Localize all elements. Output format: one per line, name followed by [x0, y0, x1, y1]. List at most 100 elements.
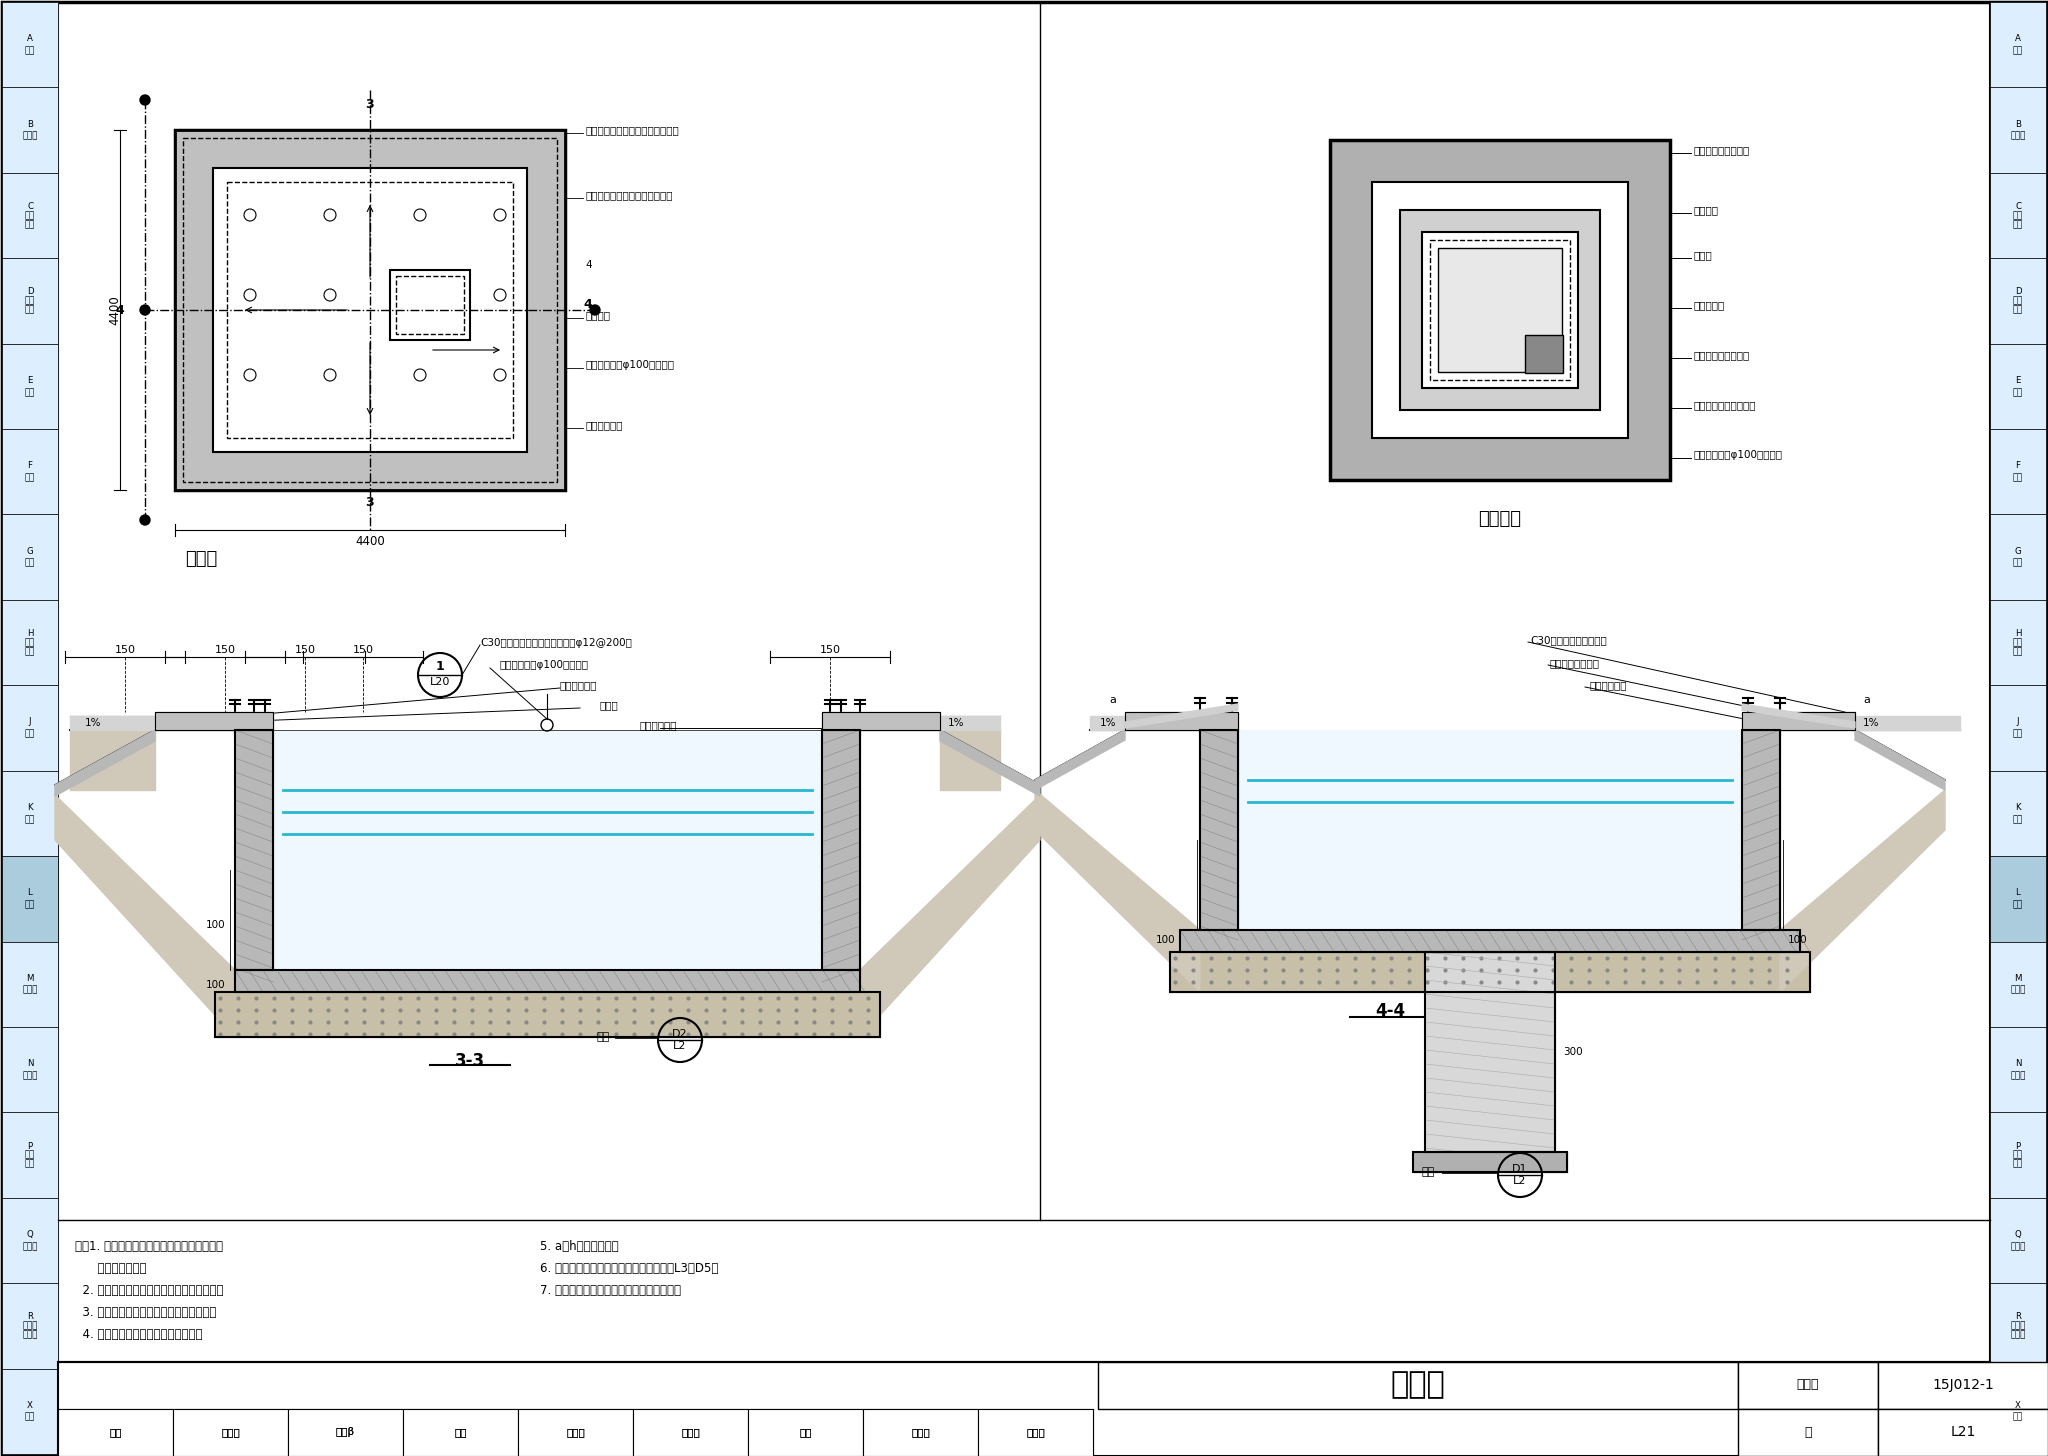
Text: 4-4: 4-4	[1374, 1002, 1405, 1021]
Text: 附录: 附录	[2013, 1412, 2023, 1423]
Polygon shape	[1180, 930, 1800, 952]
Text: R: R	[27, 1312, 33, 1322]
Circle shape	[139, 515, 150, 526]
Bar	[821, 729, 860, 970]
Text: 150: 150	[352, 645, 373, 655]
Bar	[1991, 430, 2046, 514]
Text: 总说明: 总说明	[23, 131, 37, 141]
Text: 4: 4	[115, 303, 125, 316]
Text: 缘石: 缘石	[2013, 387, 2023, 397]
Bar	[2, 1369, 57, 1455]
Text: 目录: 目录	[25, 47, 35, 55]
Bar	[2, 1, 57, 1455]
Text: 乙厂β: 乙厂β	[336, 1427, 354, 1437]
Bar	[1743, 712, 1855, 729]
Text: 铺装: 铺装	[2013, 211, 2023, 220]
Text: 1%: 1%	[1864, 718, 1880, 728]
Bar	[1739, 1409, 1878, 1456]
Text: 4: 4	[584, 297, 592, 310]
Text: 4400: 4400	[109, 296, 121, 325]
Text: 边沟: 边沟	[2013, 473, 2023, 482]
Text: P: P	[27, 1142, 33, 1150]
Text: 虚线为钢筋混凝土盖板（开孔）: 虚线为钢筋混凝土盖板（开孔）	[586, 189, 672, 199]
Text: 景墙: 景墙	[2013, 729, 2023, 738]
Polygon shape	[526, 167, 565, 451]
Text: B: B	[27, 119, 33, 128]
Text: 150: 150	[295, 645, 315, 655]
Bar	[2, 173, 57, 258]
Bar	[1401, 210, 1599, 411]
Text: 目录: 目录	[2013, 47, 2023, 55]
Text: 钢筋混凝土排水沟壁: 钢筋混凝土排水沟壁	[1694, 146, 1749, 154]
Text: 颜之笙: 颜之笙	[682, 1427, 700, 1437]
Bar	[862, 1409, 979, 1456]
Bar	[2, 430, 57, 514]
Text: A: A	[27, 33, 33, 44]
Text: 钢筋混凝土水池池壁: 钢筋混凝土水池池壁	[1694, 349, 1749, 360]
Bar	[1991, 87, 2046, 173]
Text: 构造: 构造	[25, 306, 35, 314]
Text: P: P	[2015, 1142, 2021, 1150]
Bar	[1329, 140, 1669, 480]
Bar	[1180, 930, 1800, 952]
Text: 100: 100	[1155, 935, 1176, 945]
Text: 审核: 审核	[109, 1427, 121, 1437]
Text: 景观桥: 景观桥	[2011, 986, 2025, 994]
Text: L2: L2	[674, 1041, 686, 1051]
Polygon shape	[1743, 705, 1855, 728]
Text: 喷泉口（预留φ100喷泉口）: 喷泉口（预留φ100喷泉口）	[500, 660, 590, 670]
Text: 虚线为钢筋混凝土盖板检修口位置: 虚线为钢筋混凝土盖板检修口位置	[586, 125, 678, 135]
Text: 3: 3	[367, 495, 375, 508]
Bar	[1098, 1361, 1739, 1409]
Text: 100: 100	[205, 920, 225, 930]
Bar	[862, 1409, 979, 1456]
Text: 树池: 树池	[2013, 646, 2023, 657]
Text: 石材排水箅子: 石材排水箅子	[1589, 680, 1628, 690]
Text: 排盐碱: 排盐碱	[2011, 1242, 2025, 1251]
Bar	[2, 1198, 57, 1283]
Polygon shape	[1034, 729, 1124, 791]
Text: 校对: 校对	[455, 1427, 467, 1437]
Text: 铺装面层: 铺装面层	[586, 310, 610, 320]
Bar	[1991, 686, 2046, 770]
Circle shape	[590, 304, 600, 314]
Bar	[215, 992, 881, 1037]
Text: 6. 钢筋混凝土为防水钢筋混凝土时，详见L3页D5。: 6. 钢筋混凝土为防水钢筋混凝土时，详见L3页D5。	[541, 1262, 719, 1275]
Polygon shape	[55, 729, 156, 796]
Text: 附录: 附录	[25, 1412, 35, 1423]
Bar	[1526, 335, 1563, 373]
Bar	[1739, 1361, 1878, 1409]
Bar	[1991, 1112, 2046, 1198]
Bar	[236, 729, 272, 970]
Text: D2: D2	[672, 1029, 688, 1040]
Bar	[1991, 258, 2046, 344]
Text: 材料: 材料	[2013, 220, 2023, 229]
Text: 图集号: 图集号	[1796, 1379, 1819, 1392]
Polygon shape	[70, 729, 156, 791]
Text: 4400: 4400	[354, 534, 385, 547]
Text: 雨水生: 雨水生	[2011, 1322, 2025, 1331]
Bar	[1991, 1283, 2046, 1369]
Text: 态技术: 态技术	[23, 1331, 37, 1340]
Text: 1%: 1%	[1100, 718, 1116, 728]
Bar	[821, 712, 940, 729]
Bar	[1991, 1369, 2046, 1455]
Text: 150: 150	[215, 645, 236, 655]
Text: F: F	[27, 462, 33, 470]
Polygon shape	[70, 716, 236, 729]
Text: J: J	[29, 718, 31, 727]
Bar	[748, 1409, 862, 1456]
Text: 3: 3	[367, 99, 375, 112]
Bar	[748, 1409, 862, 1456]
Polygon shape	[860, 795, 1040, 1037]
Text: 7. 石材检修活动盖板厚度由设计人员确定。: 7. 石材检修活动盖板厚度由设计人员确定。	[541, 1284, 682, 1297]
Polygon shape	[236, 970, 860, 992]
Text: 150: 150	[819, 645, 840, 655]
Text: 3. 泵坑的做法由专业人员进行结构设计。: 3. 泵坑的做法由专业人员进行结构设计。	[76, 1306, 217, 1319]
Text: 池壁跌水项: 池壁跌水项	[1694, 300, 1724, 310]
Text: 4. 池壁厚度及配筋见结构工程设计。: 4. 池壁厚度及配筋见结构工程设计。	[76, 1328, 203, 1341]
Bar	[389, 269, 469, 341]
Text: 小品: 小品	[2013, 1159, 2023, 1169]
Bar	[57, 1361, 1991, 1456]
Polygon shape	[1169, 952, 1810, 992]
